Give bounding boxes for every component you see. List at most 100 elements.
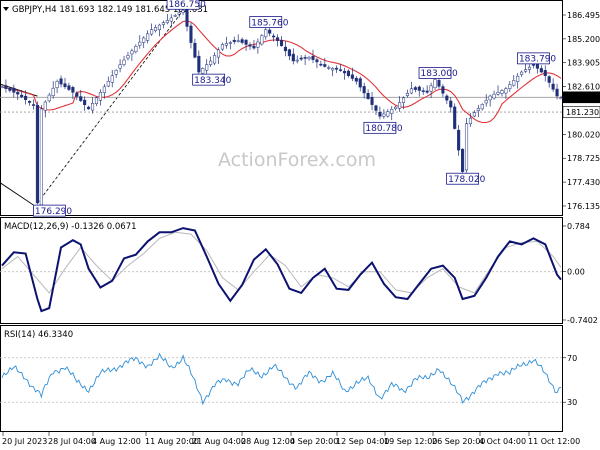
candle-body bbox=[303, 57, 307, 59]
candle-body bbox=[527, 66, 532, 70]
candle-body bbox=[350, 74, 354, 79]
price-label-text: 183.790 bbox=[519, 55, 556, 65]
candle-body bbox=[16, 91, 20, 95]
candle-body bbox=[401, 97, 406, 103]
price-label-box bbox=[249, 16, 283, 28]
candle-body bbox=[441, 86, 445, 94]
candle-body bbox=[307, 57, 311, 60]
price-label-box bbox=[363, 121, 397, 134]
candle-body bbox=[433, 79, 437, 88]
price-layer: 186.750 185.760 183.340 183.000 183.790 180.7… bbox=[0, 0, 563, 217]
candle-body bbox=[138, 41, 142, 46]
candle-body bbox=[409, 88, 413, 94]
candle-body bbox=[555, 88, 559, 97]
candle-body bbox=[0, 86, 4, 89]
candle-body bbox=[260, 35, 264, 45]
candle-body bbox=[276, 37, 280, 41]
candle-body bbox=[405, 93, 410, 96]
candle-body bbox=[354, 77, 358, 82]
candle-body bbox=[500, 90, 504, 94]
candle-body bbox=[248, 44, 252, 47]
candle-body bbox=[197, 55, 201, 73]
x-tick-label: 11 Oct 12:00 bbox=[528, 437, 580, 446]
candle-body bbox=[464, 123, 469, 171]
candle-body bbox=[429, 85, 433, 92]
candle-body bbox=[244, 39, 248, 45]
candle-body bbox=[346, 70, 350, 76]
candle-body bbox=[106, 81, 110, 87]
candle-body bbox=[102, 86, 106, 93]
candle-body bbox=[4, 85, 8, 89]
candle-body bbox=[59, 78, 63, 85]
candle-body bbox=[504, 88, 508, 94]
candle-body bbox=[543, 70, 547, 76]
candle-body bbox=[51, 87, 55, 96]
candle-body bbox=[512, 80, 516, 86]
candle-body bbox=[185, 7, 189, 27]
candle-body bbox=[338, 69, 343, 71]
dropdown-triangle-icon bbox=[3, 7, 9, 11]
y-tick-label: 181.230 bbox=[566, 108, 599, 117]
candle-body bbox=[240, 39, 244, 43]
candle-body bbox=[370, 97, 374, 105]
candle-body bbox=[28, 101, 32, 103]
candle-body bbox=[256, 41, 260, 48]
price-label-text: 183.340 bbox=[194, 76, 231, 86]
watermark: ActionForex.com bbox=[218, 149, 376, 171]
candle-body bbox=[449, 100, 453, 108]
candle-body bbox=[394, 106, 398, 110]
candle-body bbox=[484, 99, 488, 104]
candle-body bbox=[98, 92, 102, 101]
rsi-layer bbox=[0, 352, 562, 406]
y-tick-label: -0.7402 bbox=[567, 316, 598, 325]
candle-body bbox=[413, 87, 417, 90]
candle-body bbox=[12, 87, 16, 93]
candle-body bbox=[468, 117, 473, 125]
candle-body bbox=[20, 94, 24, 98]
candle-body bbox=[47, 94, 51, 102]
candle-body bbox=[520, 71, 524, 75]
candle-body bbox=[539, 68, 543, 73]
candle-body bbox=[90, 103, 95, 111]
y-tick-label: 30 bbox=[567, 398, 577, 407]
candle-body bbox=[71, 87, 75, 93]
y-tick-label: 182.031 bbox=[566, 93, 599, 102]
candle-body bbox=[134, 45, 138, 53]
y-tick-label: 70 bbox=[567, 354, 577, 363]
candle-body bbox=[315, 59, 319, 63]
candle-body bbox=[283, 46, 287, 52]
price-label-box bbox=[192, 73, 226, 86]
macd-header: MACD(12,26,9) -0.1326 0.0671 bbox=[4, 222, 137, 232]
candle-body bbox=[181, 10, 185, 13]
rsi-header: RSI(14) 46.3340 bbox=[4, 330, 73, 340]
y-tick-label: 183.905 bbox=[567, 59, 600, 68]
candle-body bbox=[390, 109, 394, 114]
y-tick-label: 0.00 bbox=[567, 268, 585, 277]
candle-body bbox=[311, 56, 315, 60]
candle-body bbox=[516, 75, 520, 82]
x-tick-label: 4 Oct 04:00 bbox=[479, 437, 526, 446]
candle-body bbox=[331, 68, 335, 71]
candle-body bbox=[417, 86, 421, 91]
candle-body bbox=[55, 81, 59, 88]
candle-body bbox=[24, 95, 28, 100]
candle-body bbox=[382, 113, 386, 117]
candle-body bbox=[291, 53, 295, 62]
price-label-box bbox=[33, 204, 66, 217]
candle-body bbox=[75, 92, 79, 97]
rsi-panel-frame bbox=[0, 325, 563, 432]
y-tick-label: 182.610 bbox=[567, 83, 600, 92]
candle-body bbox=[453, 106, 457, 129]
candle-body bbox=[177, 12, 181, 15]
candle-body bbox=[559, 97, 563, 100]
candle-body bbox=[79, 96, 83, 101]
candle-body bbox=[83, 99, 87, 106]
price-header-text: GBPJPY,H4 181.693 182.149 181.645 182.03… bbox=[12, 5, 208, 15]
candle-body bbox=[67, 85, 71, 90]
candle-body bbox=[63, 83, 67, 88]
candle-body bbox=[232, 39, 236, 42]
candle-body bbox=[114, 69, 118, 75]
candle-body bbox=[189, 25, 193, 43]
candle-body bbox=[153, 27, 158, 32]
moving-average-line bbox=[1, 20, 562, 124]
